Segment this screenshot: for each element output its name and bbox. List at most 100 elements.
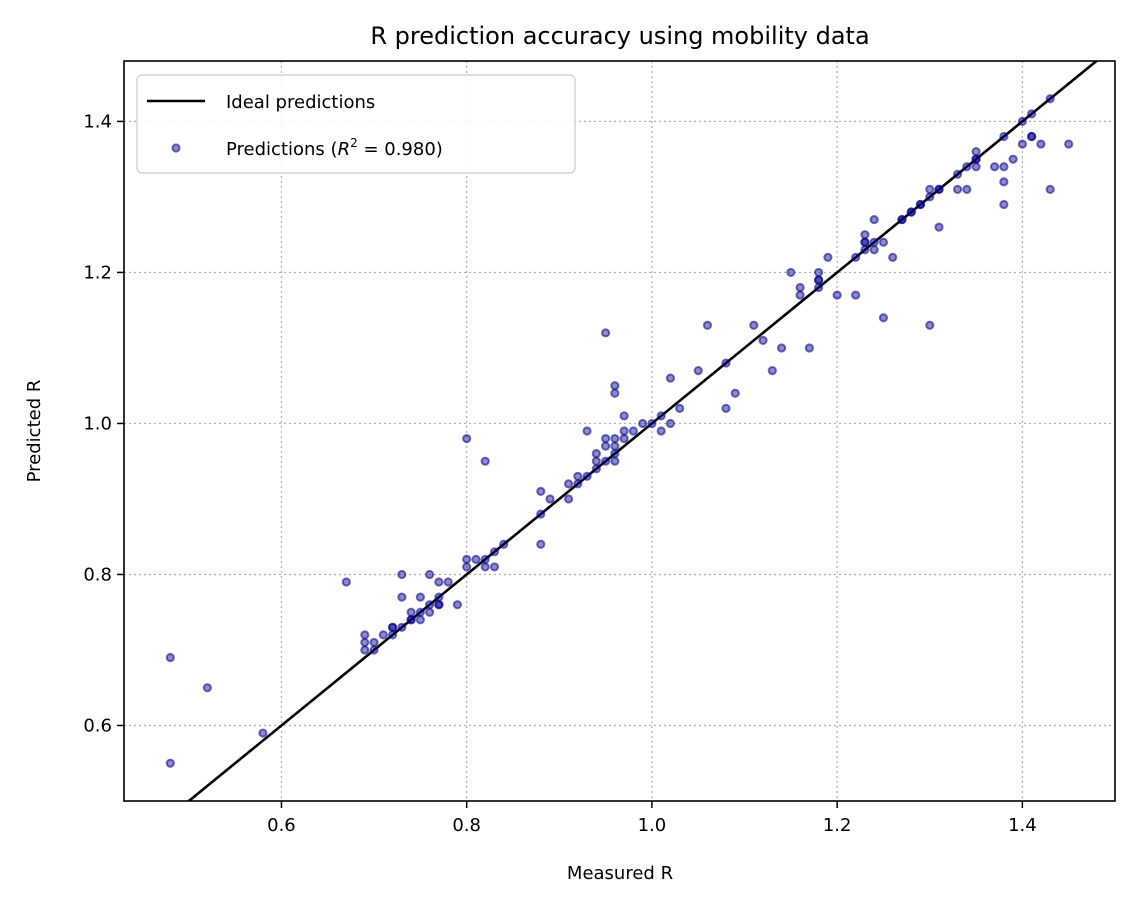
- prediction-point: [619, 433, 629, 444]
- prediction-point: [860, 237, 870, 247]
- prediction-point: [628, 426, 638, 436]
- prediction-point: [452, 600, 463, 610]
- prediction-point: [869, 245, 879, 255]
- prediction-point: [360, 637, 370, 648]
- y-axis-label: Predicted R: [24, 380, 45, 483]
- prediction-point: [656, 411, 666, 421]
- prediction-point: [202, 683, 212, 693]
- prediction-point: [387, 622, 398, 632]
- prediction-point: [989, 162, 1000, 172]
- prediction-point: [536, 486, 546, 497]
- prediction-point: [795, 282, 805, 293]
- prediction-point: [665, 418, 676, 429]
- prediction-point: [962, 184, 972, 194]
- prediction-point: [878, 237, 889, 247]
- prediction-point: [1027, 131, 1037, 142]
- prediction-point: [638, 418, 648, 429]
- prediction-point: [897, 214, 907, 225]
- axis-ticks: 0.6 0.8 1.0 1.2 1.4 0.6 0.8 1.0 1.2 1.4: [83, 111, 1036, 836]
- prediction-point: [397, 622, 407, 632]
- prediction-point: [610, 433, 620, 444]
- prediction-point: [971, 147, 981, 157]
- prediction-point: [721, 358, 731, 368]
- prediction-point: [601, 328, 611, 338]
- prediction-point: [619, 411, 629, 421]
- prediction-point: [952, 184, 963, 194]
- prediction-point: [582, 471, 592, 481]
- x-tick-label: 0.6: [267, 815, 296, 836]
- x-axis-label: Measured R: [567, 863, 673, 884]
- y-tick-label: 1.2: [83, 262, 112, 283]
- prediction-point: [1008, 154, 1018, 164]
- prediction-point: [971, 162, 981, 172]
- prediction-point: [934, 222, 944, 232]
- prediction-point: [915, 199, 926, 210]
- prediction-point: [869, 237, 879, 247]
- prediction-point: [702, 320, 713, 330]
- prediction-point: [851, 290, 861, 300]
- prediction-point: [786, 267, 796, 278]
- prediction-point: [925, 184, 935, 194]
- prediction-point: [758, 335, 768, 345]
- prediction-point: [1017, 139, 1027, 149]
- legend-predictions-label: Predictions (R2 = 0.980): [226, 136, 443, 160]
- prediction-point: [665, 373, 676, 383]
- prediction-point: [545, 494, 555, 504]
- x-tick-label: 1.0: [638, 815, 667, 836]
- prediction-point: [415, 607, 425, 617]
- prediction-point: [814, 282, 824, 293]
- x-tick-label: 1.4: [1008, 815, 1037, 836]
- prediction-point: [776, 343, 787, 353]
- prediction-point: [462, 562, 472, 572]
- prediction-point: [1017, 116, 1027, 127]
- prediction-point: [165, 652, 175, 663]
- prediction-point: [860, 230, 870, 240]
- prediction-point: [730, 388, 740, 398]
- prediction-point: [804, 343, 814, 353]
- legend: Ideal predictions Predictions (R2 = 0.98…: [136, 74, 576, 174]
- prediction-point: [258, 728, 268, 738]
- prediction-point: [582, 426, 592, 436]
- prediction-point: [165, 758, 175, 768]
- grid: [124, 61, 1115, 801]
- prediction-point: [369, 637, 379, 648]
- prediction-point: [647, 418, 657, 429]
- prediction-point: [999, 199, 1009, 210]
- prediction-point: [693, 365, 703, 376]
- prediction-point: [591, 464, 601, 474]
- prediction-point: [832, 290, 842, 300]
- prediction-point: [415, 592, 425, 602]
- prediction-point: [999, 162, 1009, 172]
- prediction-point: [619, 426, 629, 436]
- prediction-point: [610, 456, 620, 466]
- y-tick-label: 1.4: [83, 111, 112, 132]
- prediction-point: [425, 600, 435, 610]
- prediction-point: [601, 433, 611, 444]
- prediction-point: [471, 554, 481, 564]
- prediction-point: [462, 433, 472, 444]
- prediction-point: [341, 577, 351, 587]
- prediction-point: [610, 449, 620, 459]
- legend-r2-value: 0.980: [384, 139, 436, 160]
- prediction-point: [749, 320, 759, 330]
- prediction-point: [675, 403, 685, 413]
- prediction-point: [934, 184, 944, 194]
- prediction-point: [999, 131, 1009, 142]
- prediction-point: [999, 177, 1009, 187]
- prediction-point: [925, 192, 935, 202]
- prediction-point: [601, 441, 611, 451]
- plot-frame: [123, 60, 1116, 802]
- ideal-predictions-line: [186, 61, 1099, 801]
- prediction-point: [397, 569, 407, 580]
- prediction-point: [563, 479, 574, 489]
- prediction-point: [563, 494, 574, 504]
- prediction-point: [869, 214, 879, 225]
- x-tick-label: 0.8: [452, 815, 481, 836]
- prediction-point: [480, 456, 490, 466]
- prediction-point: [925, 320, 935, 330]
- prediction-point: [767, 365, 777, 376]
- y-tick-label: 1.0: [83, 413, 112, 434]
- prediction-point: [369, 645, 379, 655]
- prediction-point: [415, 615, 425, 625]
